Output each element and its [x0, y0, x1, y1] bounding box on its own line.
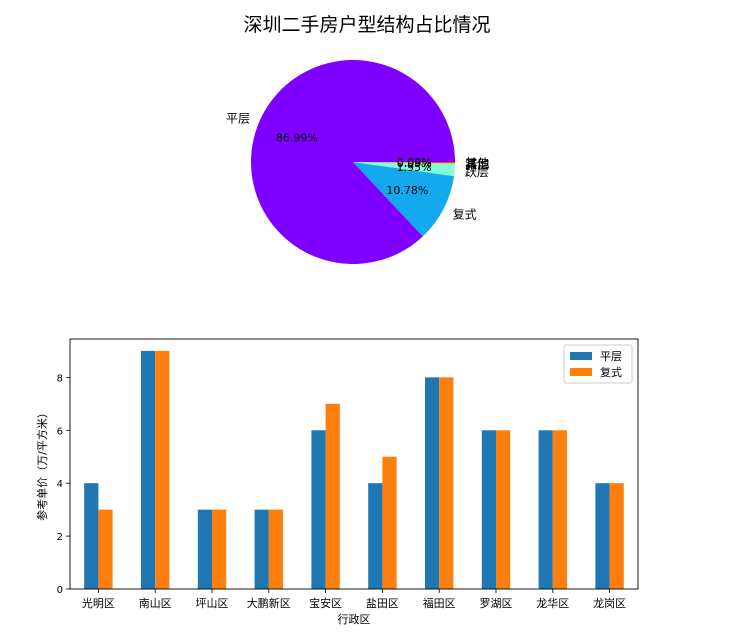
bar	[595, 483, 610, 589]
bar	[481, 430, 496, 589]
x-tick-label: 龙华区	[536, 596, 569, 610]
bar	[155, 350, 170, 589]
bar	[552, 430, 567, 589]
x-axis-label: 行政区	[338, 612, 371, 626]
pie-pct-label: 0.09%	[397, 157, 432, 170]
legend-swatch	[570, 368, 592, 376]
pie-slice	[353, 162, 455, 164]
x-tick-label: 光明区	[82, 596, 115, 610]
pie-slice-label: 复式	[453, 208, 477, 222]
bar	[538, 430, 553, 589]
pie-pct-label: 1.95%	[397, 161, 432, 174]
x-tick-label: 坪山区	[196, 597, 229, 610]
pie-pct-label: 0.09%	[397, 156, 432, 169]
x-tick-label: 罗湖区	[480, 597, 513, 610]
bar	[496, 430, 511, 589]
bar	[84, 483, 99, 589]
bar	[268, 509, 283, 589]
pie-slice-label: 其他	[465, 157, 489, 171]
y-tick-label: 4	[57, 479, 63, 490]
y-tick-label: 2	[57, 532, 63, 543]
x-tick-label: 盐田区	[366, 597, 399, 610]
x-tick-label: 龙岗区	[593, 597, 626, 610]
pie-slice	[353, 162, 455, 163]
pie-slice	[353, 162, 455, 237]
legend-label: 复式	[600, 365, 622, 379]
bar	[325, 403, 340, 589]
pie-slice-label: 错层	[465, 158, 489, 172]
x-tick-label: 宝安区	[309, 596, 342, 610]
bar	[439, 377, 454, 589]
plot-frame	[69, 338, 639, 590]
x-tick-label: 大鹏新区	[247, 596, 291, 610]
pie-slice	[353, 162, 455, 177]
y-tick-label: 8	[57, 373, 63, 384]
bar	[382, 456, 397, 589]
bar	[98, 509, 113, 589]
pie-title: 深圳二手房户型结构占比情况	[243, 14, 491, 36]
pie-slice-label: 平层	[226, 111, 250, 125]
bar	[425, 377, 440, 589]
pie-pct-label: 0.09%	[397, 157, 432, 170]
pie-slice-label: 其他	[465, 156, 489, 170]
bar	[141, 350, 156, 589]
bar-chart: 光明区 南山区 坪山区 大鹏新区 宝安区 盐田区 福田区 罗湖区 龙华区 龙岗区 0 2 4 6 8 行政区 参…	[35, 338, 639, 626]
bar	[197, 509, 212, 589]
pie-pct-label: 10.78%	[386, 184, 428, 197]
legend-swatch	[570, 352, 592, 360]
pie-slice-label: 跃层	[465, 165, 489, 179]
y-tick-label: 6	[57, 426, 63, 437]
bar	[368, 483, 383, 589]
pie-slice	[353, 162, 455, 164]
y-tick-label: 0	[57, 585, 63, 596]
pie-pct-label: 86.99%	[276, 132, 318, 145]
legend-label: 平层	[600, 350, 622, 363]
y-axis-label: 参考单价（万/平方米）	[35, 407, 49, 521]
x-tick-label: 福田区	[423, 596, 456, 610]
bar	[212, 509, 227, 589]
x-tick-label: 南山区	[139, 597, 172, 610]
bar	[254, 509, 269, 589]
bar	[311, 430, 326, 589]
bar	[609, 483, 624, 589]
